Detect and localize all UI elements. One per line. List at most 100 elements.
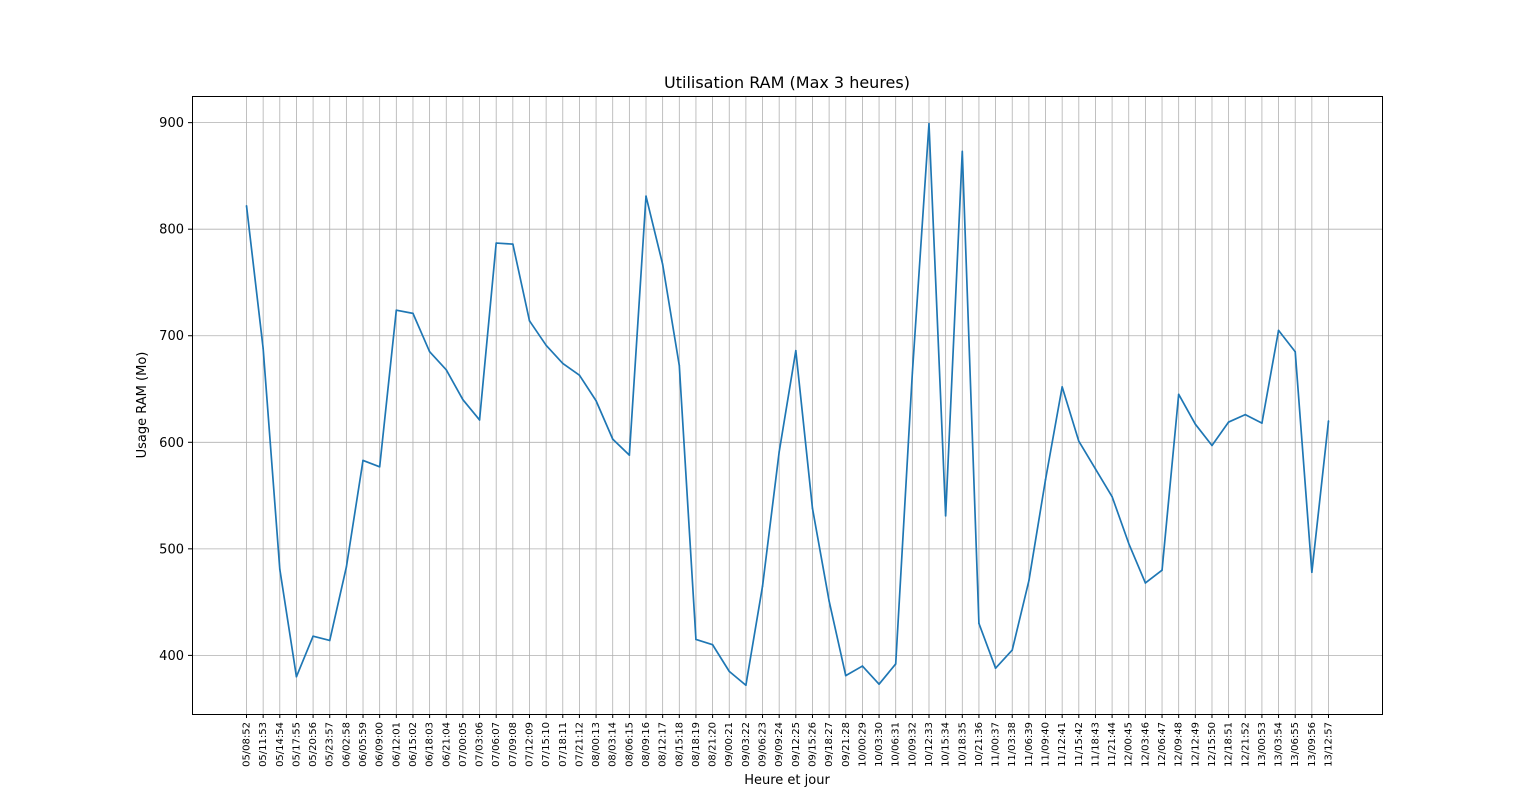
data-point xyxy=(395,309,398,311)
x-tick-label: 05/20:56 xyxy=(308,722,319,767)
x-tick-label: 10/03:30 xyxy=(874,722,885,767)
data-point xyxy=(545,344,547,347)
data-point xyxy=(611,438,614,440)
data-point xyxy=(578,374,581,376)
x-tick-label: 06/12:01 xyxy=(391,722,402,767)
data-point xyxy=(894,663,897,665)
x-tick-label: 12/06:47 xyxy=(1157,722,1168,767)
x-tick-label: 10/12:33 xyxy=(924,722,935,767)
data-point xyxy=(795,349,797,352)
data-point xyxy=(428,350,431,353)
x-tick-label: 13/00:53 xyxy=(1257,722,1268,767)
x-tick-label: 10/15:34 xyxy=(941,722,952,767)
data-point xyxy=(462,398,464,401)
y-axis: 400 500 600 700 800 900 xyxy=(159,116,192,664)
x-tick-label: 13/12:57 xyxy=(1324,722,1335,767)
data-point xyxy=(661,263,664,266)
x-tick-label: 08/21:20 xyxy=(708,722,719,767)
y-tick-label: 600 xyxy=(159,436,184,451)
x-tick-label: 06/18:03 xyxy=(425,722,436,767)
x-tick-label: 12/18:51 xyxy=(1224,722,1235,767)
x-tick-label: 11/06:39 xyxy=(1024,722,1035,767)
x-tick-label: 07/21:12 xyxy=(574,722,585,767)
x-tick-label: 10/09:32 xyxy=(907,722,918,767)
data-point xyxy=(811,507,814,510)
x-tick-label: 11/03:38 xyxy=(1007,722,1018,767)
x-tick-label: 09/12:25 xyxy=(791,722,802,767)
x-tick-label: 09/06:23 xyxy=(758,722,769,767)
data-point xyxy=(711,643,714,646)
chart-title: Utilisation RAM (Max 3 heures) xyxy=(664,73,910,92)
x-tick-label: 09/15:26 xyxy=(807,722,818,767)
x-tick-label: 08/09:16 xyxy=(641,722,652,767)
x-tick-label: 10/18:35 xyxy=(957,722,968,767)
x-tick-label: 08/12:17 xyxy=(658,722,669,767)
x-tick-label: 09/09:24 xyxy=(774,722,785,767)
data-point xyxy=(1227,421,1230,423)
y-tick-label: 900 xyxy=(159,116,184,131)
data-point xyxy=(495,242,497,244)
y-axis-label: Usage RAM (Mo) xyxy=(135,352,150,459)
data-point xyxy=(1094,468,1097,470)
data-point xyxy=(278,568,281,570)
data-point xyxy=(645,195,647,197)
x-tick-label: 09/21:28 xyxy=(841,722,852,767)
data-point xyxy=(1327,420,1330,422)
x-tick-label: 07/15:10 xyxy=(541,722,552,767)
data-point xyxy=(345,566,348,568)
x-tick-label: 08/03:14 xyxy=(608,722,619,767)
data-point xyxy=(861,665,864,667)
x-tick-label: 09/18:27 xyxy=(824,722,835,767)
data-point xyxy=(378,466,381,468)
x-tick-label: 07/00:05 xyxy=(458,722,469,767)
data-point xyxy=(1294,350,1297,353)
x-tick-label: 12/09:48 xyxy=(1174,722,1185,767)
data-point xyxy=(561,362,564,365)
y-tick-label: 700 xyxy=(159,329,184,344)
data-point xyxy=(528,320,531,322)
data-point xyxy=(245,204,248,207)
x-gridlines xyxy=(246,96,1329,714)
x-axis: 05/08:52 05/11:53 05/14:54 05/17:55 05/20:56… xyxy=(242,714,1335,767)
x-tick-label: 07/03:06 xyxy=(475,722,486,767)
data-point xyxy=(944,515,947,517)
data-point xyxy=(412,312,414,315)
x-tick-label: 07/09:08 xyxy=(508,722,519,767)
x-tick-label: 12/00:45 xyxy=(1124,722,1135,767)
x-tick-label: 11/09:40 xyxy=(1041,722,1052,767)
x-tick-label: 05/11:53 xyxy=(258,722,269,767)
x-tick-label: 12/21:52 xyxy=(1240,722,1251,767)
data-point xyxy=(745,684,747,687)
data-point xyxy=(978,622,980,625)
x-tick-label: 09/00:21 xyxy=(724,722,735,767)
y-tick-label: 500 xyxy=(159,542,184,557)
x-tick-label: 08/00:13 xyxy=(591,722,602,767)
y-tick-label: 800 xyxy=(159,223,184,238)
data-point xyxy=(362,459,364,462)
data-point xyxy=(828,600,830,602)
data-point xyxy=(1111,495,1113,498)
x-tick-label: 12/15:50 xyxy=(1207,722,1218,767)
x-tick-label: 10/06:31 xyxy=(891,722,902,767)
series-group xyxy=(245,122,1330,687)
data-point xyxy=(445,369,448,371)
x-tick-label: 07/12:09 xyxy=(524,722,535,767)
data-point xyxy=(1211,444,1213,447)
x-tick-label: 06/02:58 xyxy=(341,722,352,767)
x-tick-label: 11/15:42 xyxy=(1074,722,1085,767)
x-tick-label: 05/08:52 xyxy=(242,722,253,767)
x-tick-label: 08/18:19 xyxy=(691,722,702,767)
data-point xyxy=(512,243,514,245)
data-point xyxy=(1078,440,1080,443)
x-tick-label: 07/18:11 xyxy=(558,722,569,767)
x-tick-label: 06/21:04 xyxy=(441,722,452,767)
data-point xyxy=(312,635,314,638)
x-tick-label: 11/18:43 xyxy=(1090,722,1101,767)
data-point xyxy=(628,454,631,456)
x-tick-label: 12/12:49 xyxy=(1190,722,1201,767)
x-tick-label: 13/03:54 xyxy=(1274,722,1285,767)
data-point xyxy=(1144,582,1147,584)
x-axis-label: Heure et jour xyxy=(744,773,830,788)
x-tick-label: 08/06:15 xyxy=(624,722,635,767)
data-point xyxy=(295,675,298,678)
